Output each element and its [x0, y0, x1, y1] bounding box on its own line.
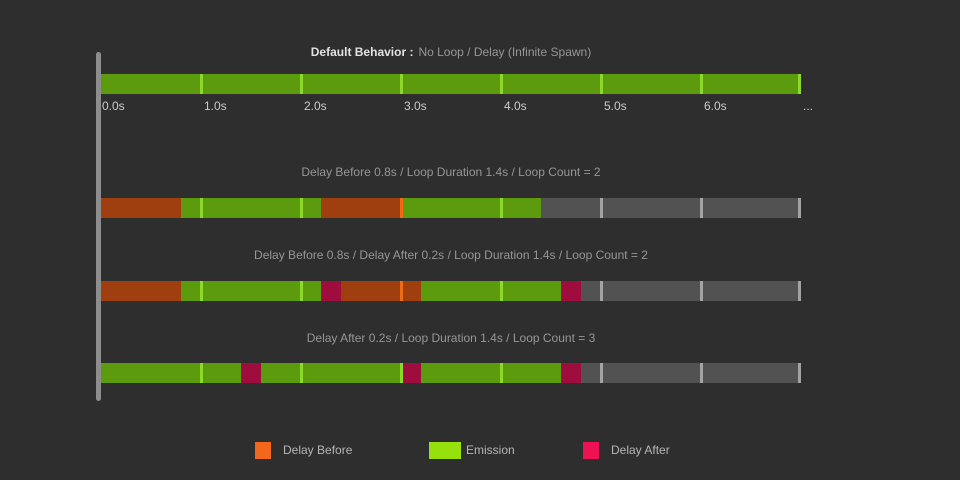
time-tick	[798, 363, 801, 383]
time-tick	[499, 198, 503, 218]
timeline-bar-1	[101, 198, 801, 218]
time-tick	[499, 281, 503, 301]
segment-emission	[401, 198, 541, 218]
time-tick	[798, 74, 801, 94]
legend: Delay Before Emission Delay After	[0, 441, 960, 461]
time-label: 5.0s	[604, 99, 627, 113]
segment-delay-after	[561, 281, 581, 301]
time-tick	[599, 281, 603, 301]
time-tick	[599, 198, 603, 218]
timeline-bar-3	[101, 363, 801, 383]
time-tick	[199, 281, 203, 301]
segment-delay-after	[401, 363, 421, 383]
chart-title-0: Default Behavior : No Loop / Delay (Infin…	[101, 45, 801, 59]
segment-delay-before	[101, 281, 181, 301]
chart-title-bold: Default Behavior :	[310, 45, 414, 59]
segment-inactive	[581, 281, 801, 301]
time-tick	[199, 363, 203, 383]
chart-title-2: Delay Before 0.8s / Delay After 0.2s / L…	[254, 248, 648, 262]
time-tick	[399, 363, 403, 383]
time-label: 3.0s	[404, 99, 427, 113]
time-label: 1.0s	[204, 99, 227, 113]
segment-inactive	[541, 198, 801, 218]
time-label: 0.0s	[102, 99, 125, 113]
chart-title-rest: No Loop / Delay (Infinite Spawn)	[418, 45, 592, 59]
time-axis-line	[96, 52, 101, 401]
time-tick	[599, 363, 603, 383]
time-tick	[798, 198, 801, 218]
legend-label: Delay Before	[283, 443, 353, 457]
segment-delay-after	[241, 363, 261, 383]
chart-title-1: Delay Before 0.8s / Loop Duration 1.4s /…	[301, 165, 601, 179]
time-tick	[699, 198, 703, 218]
timeline-bar-2	[101, 281, 801, 301]
time-tick	[499, 74, 503, 94]
legend-swatch-delay-before	[255, 442, 271, 459]
time-label: 6.0s	[704, 99, 727, 113]
time-label-overflow: ...	[803, 99, 814, 113]
segment-inactive	[581, 363, 801, 383]
time-tick	[798, 281, 801, 301]
time-tick	[299, 281, 303, 301]
legend-label: Delay After	[611, 443, 670, 457]
segment-delay-after	[561, 363, 581, 383]
time-tick	[699, 281, 703, 301]
legend-swatch-emission	[429, 442, 461, 459]
segment-emission	[181, 198, 321, 218]
legend-label: Emission	[466, 443, 515, 457]
time-label: 4.0s	[504, 99, 527, 113]
segment-emission	[421, 363, 561, 383]
segment-delay-before	[101, 198, 181, 218]
time-tick	[199, 198, 203, 218]
time-axis-labels: 0.0s 1.0s 2.0s 3.0s 4.0s 5.0s 6.0s...	[101, 99, 821, 115]
time-label: 2.0s	[304, 99, 327, 113]
time-tick	[599, 74, 603, 94]
segment-emission	[261, 363, 401, 383]
legend-swatch-delay-after	[583, 442, 599, 459]
time-tick	[699, 74, 703, 94]
time-tick	[399, 281, 403, 301]
time-tick	[299, 198, 303, 218]
time-tick	[499, 363, 503, 383]
chart-title-3: Delay After 0.2s / Loop Duration 1.4s / …	[306, 331, 596, 345]
time-tick	[299, 74, 303, 94]
time-tick	[399, 74, 403, 94]
segment-delay-after	[321, 281, 341, 301]
segment-emission	[181, 281, 321, 301]
time-tick	[399, 198, 403, 218]
segment-delay-before	[341, 281, 421, 301]
time-tick	[699, 363, 703, 383]
timeline-bar-0	[101, 74, 801, 94]
segment-delay-before	[321, 198, 401, 218]
segment-emission	[101, 74, 801, 94]
time-tick	[199, 74, 203, 94]
segment-emission	[421, 281, 561, 301]
segment-emission	[101, 363, 241, 383]
time-tick	[299, 363, 303, 383]
